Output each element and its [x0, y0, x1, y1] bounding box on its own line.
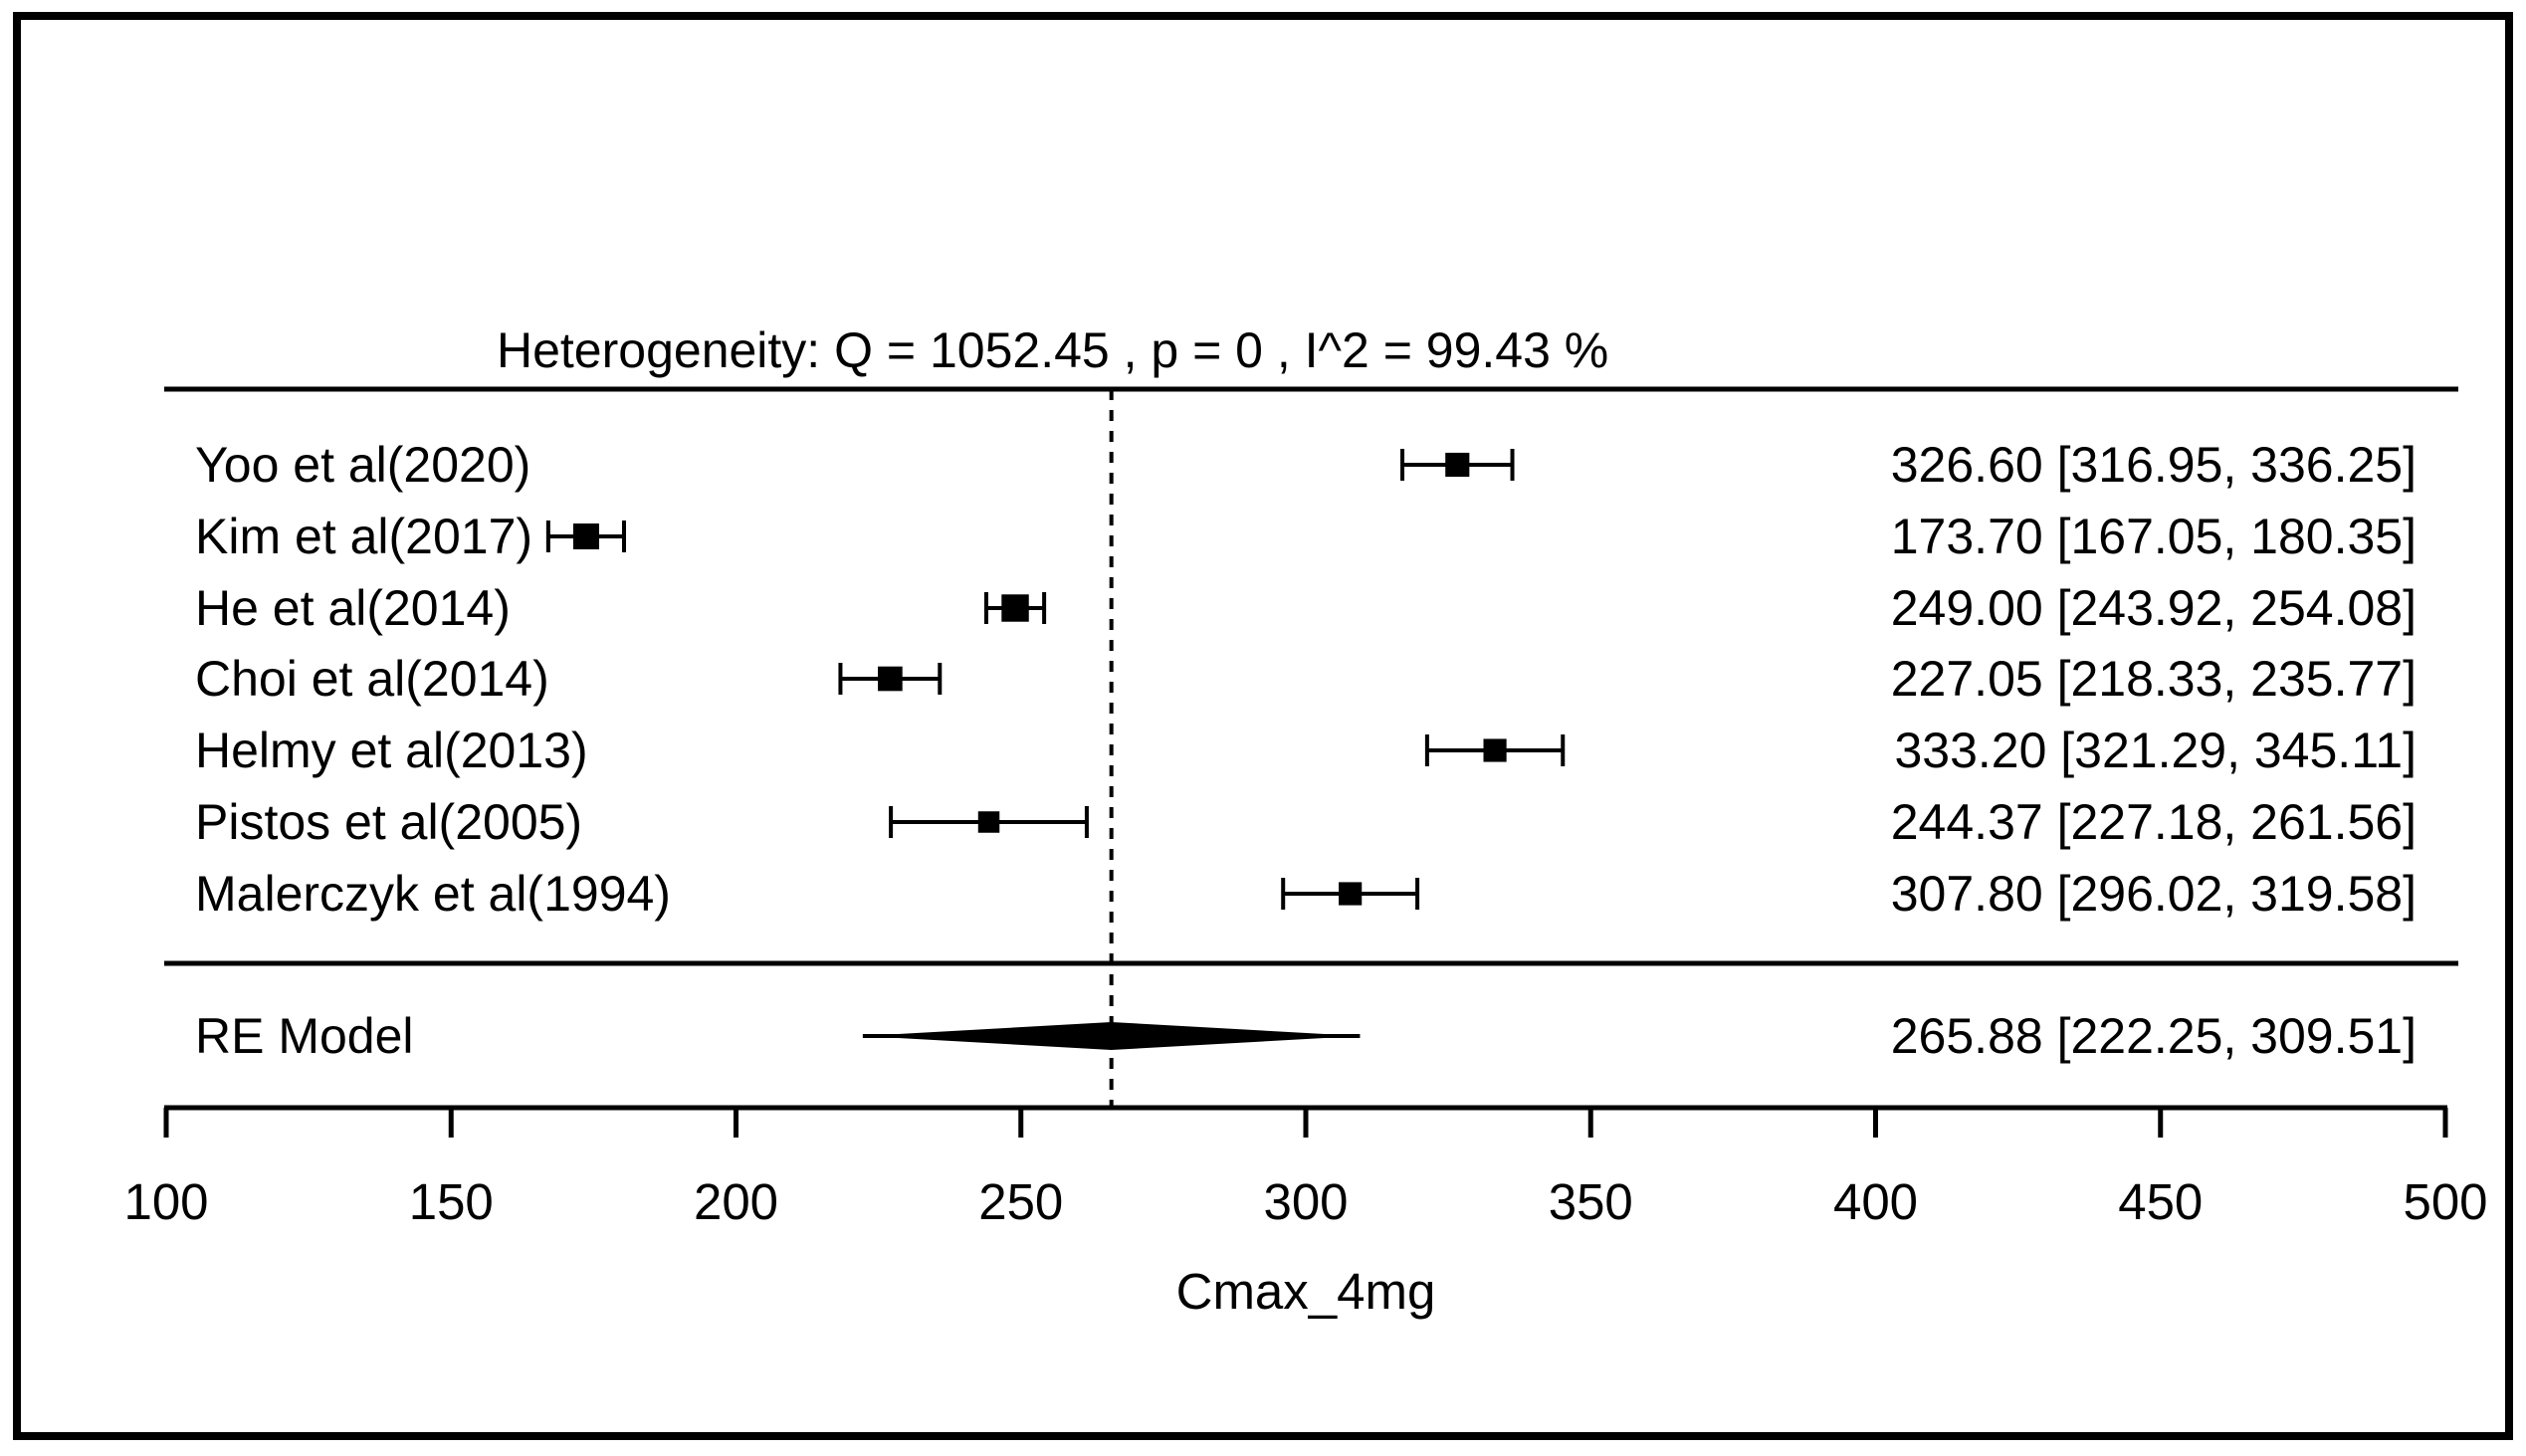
study-value: 227.05 [218.33, 235.77] — [1891, 651, 2417, 707]
x-axis-tick-label: 250 — [978, 1173, 1063, 1230]
study-row: Choi et al(2014) 227.05 [218.33, 235.77] — [195, 651, 2417, 707]
study-row: Helmy et al(2013) 333.20 [321.29, 345.11] — [195, 723, 2417, 778]
study-value: 326.60 [316.95, 336.25] — [1891, 437, 2417, 493]
study-label: Choi et al(2014) — [195, 651, 549, 707]
x-axis-tick-label: 100 — [123, 1173, 208, 1230]
study-label: Helmy et al(2013) — [195, 723, 588, 778]
x-axis-tick-label: 450 — [2118, 1173, 2203, 1230]
study-marker — [1483, 738, 1507, 762]
study-label: Yoo et al(2020) — [195, 437, 530, 493]
study-value: 307.80 [296.02, 319.58] — [1891, 866, 2417, 922]
study-label: Pistos et al(2005) — [195, 794, 582, 850]
study-value: 249.00 [243.92, 254.08] — [1891, 580, 2417, 636]
x-axis-ticks: 100 150 200 250 300 350 400 450 500 — [123, 1108, 2488, 1230]
summary-diamond — [862, 1022, 1361, 1050]
study-marker — [1001, 594, 1029, 622]
study-label: He et al(2014) — [195, 580, 511, 636]
x-axis-tick-label: 400 — [1833, 1173, 1918, 1230]
study-row: He et al(2014) 249.00 [243.92, 254.08] — [195, 580, 2417, 636]
study-value: 244.37 [227.18, 261.56] — [1891, 794, 2417, 850]
study-row: Malerczyk et al(1994) 307.80 [296.02, 319… — [195, 866, 2417, 922]
x-axis-tick-label: 500 — [2403, 1173, 2487, 1230]
study-row: Kim et al(2017) 173.70 [167.05, 180.35] — [195, 509, 2417, 564]
summary-label: RE Model — [195, 1008, 414, 1064]
x-axis-tick-label: 150 — [409, 1173, 494, 1230]
study-marker — [572, 523, 599, 549]
study-label: Kim et al(2017) — [195, 509, 532, 564]
x-axis-tick-label: 200 — [694, 1173, 778, 1230]
study-marker — [878, 666, 903, 692]
plot-border — [13, 12, 2513, 1440]
study-marker — [1339, 882, 1363, 906]
heterogeneity-text: Heterogeneity: Q = 1052.45 , p = 0 , I^2… — [497, 322, 1608, 378]
study-label: Malerczyk et al(1994) — [195, 866, 671, 922]
x-axis-tick-label: 300 — [1263, 1173, 1348, 1230]
study-marker — [1445, 452, 1470, 478]
study-row: Pistos et al(2005) 244.37 [227.18, 261.56… — [195, 794, 2417, 850]
summary-row: RE Model 265.88 [222.25, 309.51] — [195, 1008, 2417, 1064]
study-marker — [977, 811, 1000, 833]
study-value: 333.20 [321.29, 345.11] — [1894, 723, 2417, 778]
x-axis: 100 150 200 250 300 350 400 450 500 Cmax_4mg — [123, 1105, 2488, 1320]
study-rows: Yoo et al(2020) 326.60 [316.95, 336.25] Ki… — [195, 437, 2417, 922]
study-value: 173.70 [167.05, 180.35] — [1891, 509, 2417, 564]
x-axis-title: Cmax_4mg — [1176, 1263, 1436, 1320]
study-row: Yoo et al(2020) 326.60 [316.95, 336.25] — [195, 437, 2417, 493]
x-axis-tick-label: 350 — [1549, 1173, 1633, 1230]
summary-value: 265.88 [222.25, 309.51] — [1891, 1008, 2417, 1064]
